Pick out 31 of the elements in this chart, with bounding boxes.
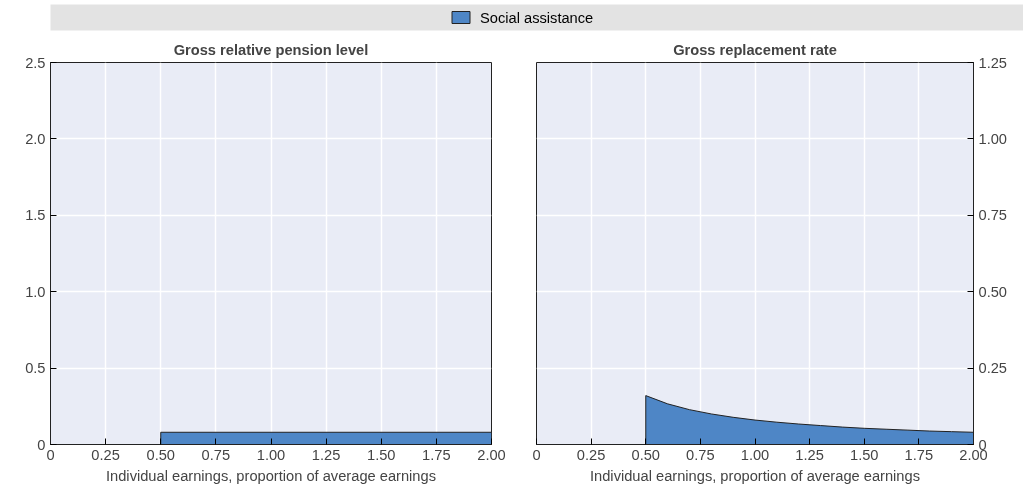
y2-tick-label: 0.75	[978, 207, 1008, 224]
x-axis-title: Individual earnings, proportion of average earnings	[106, 467, 436, 484]
x-tick-label: 0.25	[91, 446, 120, 463]
y2-tick-label: 1.25	[978, 54, 1008, 71]
x-axis-title: Individual earnings, proportion of average earnings	[590, 467, 920, 484]
x-tick-label: 2.00	[477, 446, 506, 463]
x-tick-label: 1.00	[256, 446, 286, 463]
x-tick-label: 0.50	[146, 446, 176, 463]
y-tick-label: 1.0	[25, 283, 46, 300]
x-tick-label: 0.75	[686, 446, 715, 463]
y-tick-label: 2.0	[25, 130, 46, 147]
y-tick-label: 2.5	[25, 54, 46, 71]
legend-label: Social assistance	[480, 9, 594, 26]
y2-tick-label: 0.50	[978, 283, 1008, 300]
x-tick-label: 1.50	[849, 446, 879, 463]
chart-title: Gross relative pension level	[173, 41, 369, 58]
y2-tick-label: 1.00	[978, 130, 1008, 147]
x-tick-label: 1.75	[904, 446, 934, 463]
x-tick-label: 0	[532, 446, 541, 463]
x-tick-label: 0.50	[631, 446, 661, 463]
x-tick-label: 1.25	[311, 446, 341, 463]
y2-tick-label: 0.25	[978, 360, 1008, 377]
x-tick-label: 1.50	[366, 446, 396, 463]
y-tick-label: 0.5	[25, 360, 46, 377]
x-tick-label: 1.75	[422, 446, 451, 463]
x-tick-label: 0.25	[576, 446, 606, 463]
x-tick-label: 0.75	[201, 446, 231, 463]
x-tick-label: 1.25	[795, 446, 824, 463]
chart-title: Gross replacement rate	[673, 41, 837, 58]
x-tick-label: 1.00	[740, 446, 770, 463]
y-tick-label: 1.5	[25, 207, 46, 224]
